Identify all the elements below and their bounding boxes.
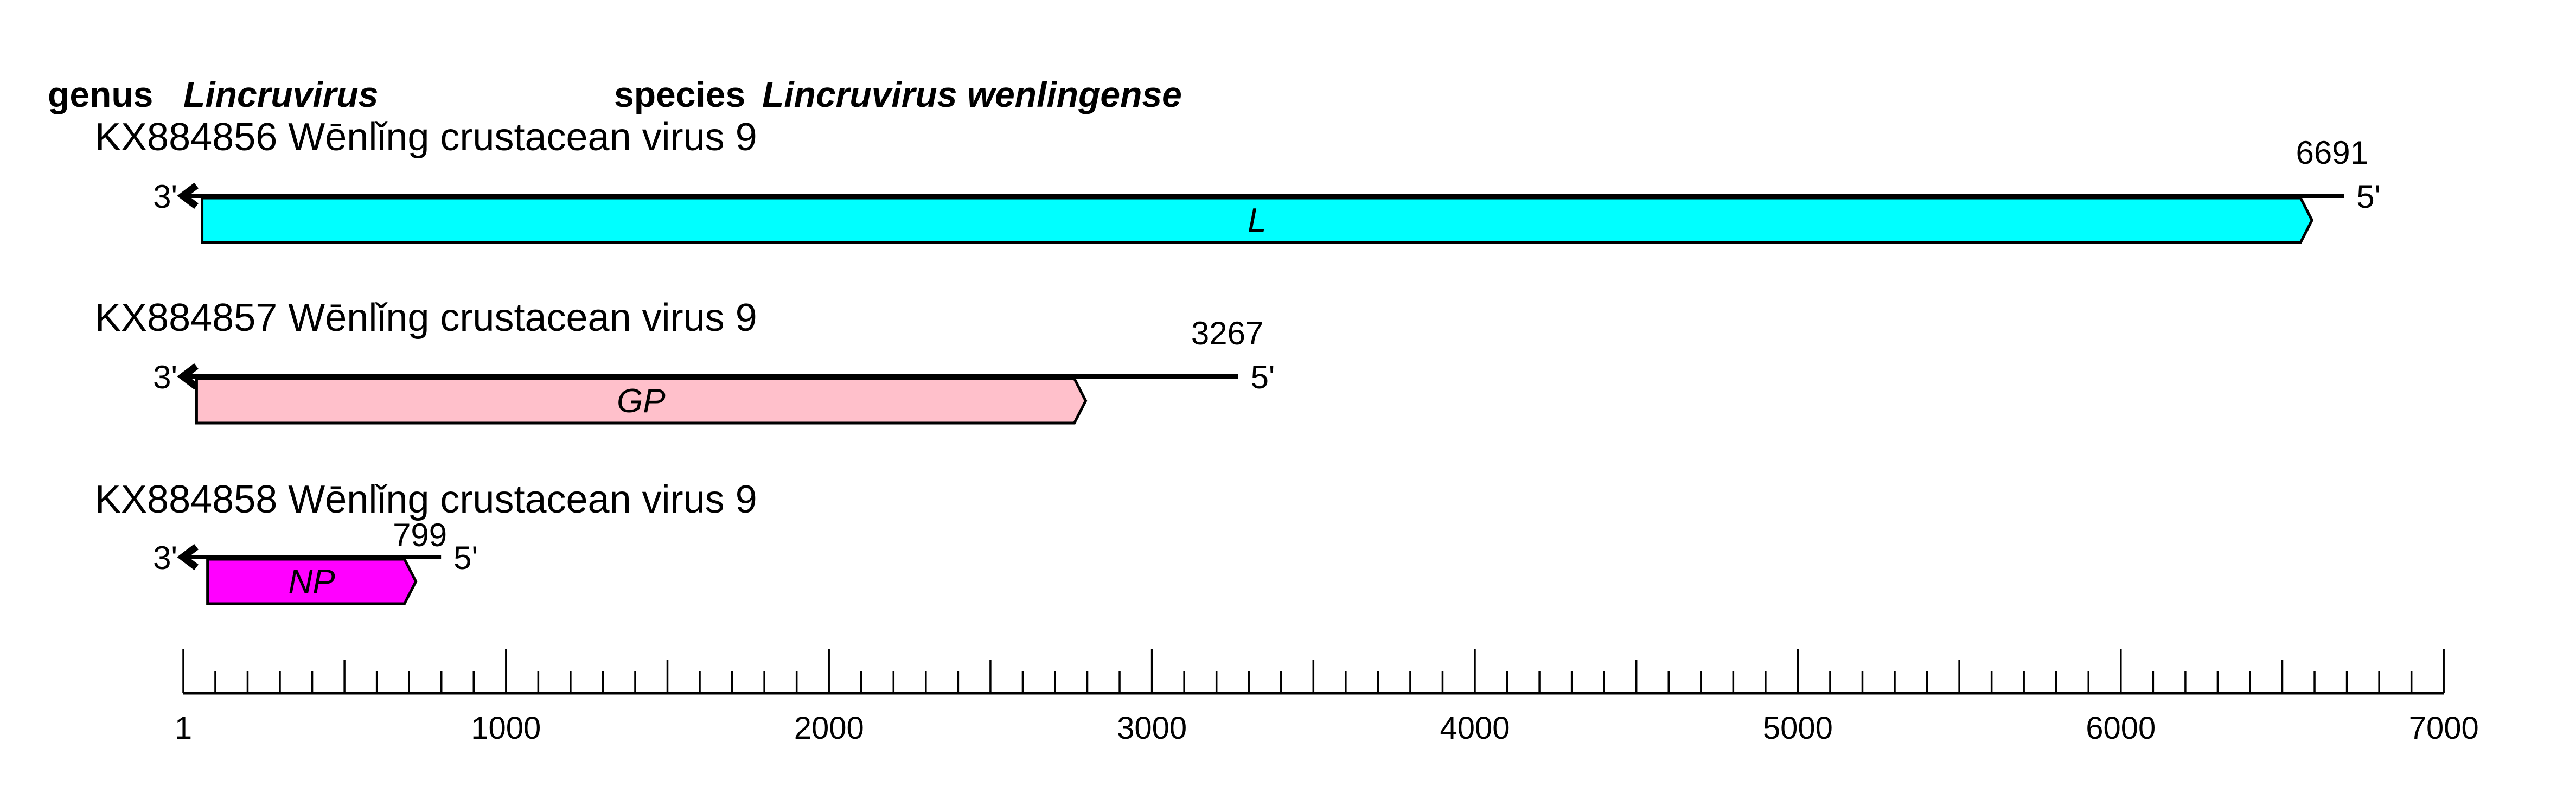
ruler-tick-label: 3000	[1117, 711, 1187, 746]
scale-ruler: 1 1000 2000 3000 4000 5000 6000 7000	[175, 649, 2479, 746]
gene-arrow	[206, 558, 418, 605]
three-prime-arrow-icon	[177, 182, 199, 209]
five-prime-label: 5'	[1251, 359, 1275, 395]
segment-row: KX884858 Wēnlǐng crustacean virus 9 NP 799…	[95, 478, 757, 605]
segment-length: 3267	[1191, 315, 1263, 351]
five-prime-label: 5'	[2356, 178, 2381, 215]
segment-title: KX884857 Wēnlǐng crustacean virus 9	[95, 296, 757, 340]
gene-arrow	[195, 377, 1088, 425]
ruler-tick-label: 6000	[2086, 711, 2156, 746]
ruler-tick-label: 5000	[1763, 711, 1833, 746]
header: genus Lincruvirus species Lincruvirus we…	[48, 74, 1182, 114]
species-name: Lincruvirus wenlingense	[762, 74, 1182, 114]
ruler-tick-label: 1	[175, 711, 192, 746]
species-label: species	[614, 74, 745, 114]
gene-label: L	[1248, 202, 1266, 239]
five-prime-label: 5'	[453, 540, 478, 576]
three-prime-arrow-icon	[177, 543, 199, 571]
segment-length: 799	[393, 517, 447, 553]
ruler-tick-label: 4000	[1440, 711, 1510, 746]
gene-arrow	[201, 196, 2314, 244]
genus-label: genus	[48, 74, 153, 114]
gene-label: GP	[617, 382, 666, 420]
segment-length: 6691	[2296, 135, 2368, 171]
segment-title: KX884858 Wēnlǐng crustacean virus 9	[95, 478, 757, 521]
ruler-tick-label: 7000	[2409, 711, 2479, 746]
ruler-tick-label: 2000	[794, 711, 864, 746]
segment-row: KX884857 Wēnlǐng crustacean virus 9 GP 326…	[95, 296, 1275, 425]
gene-label: NP	[289, 563, 335, 600]
three-prime-label: 3'	[153, 178, 177, 215]
segments-layer: KX884856 Wēnlǐng crustacean virus 9 L 6691…	[95, 116, 2381, 605]
genus-name: Lincruvirus	[183, 74, 378, 114]
ruler-tick-label: 1000	[471, 711, 541, 746]
three-prime-arrow-icon	[177, 363, 199, 390]
segment-row: KX884856 Wēnlǐng crustacean virus 9 L 6691…	[95, 116, 2381, 244]
three-prime-label: 3'	[153, 540, 177, 576]
three-prime-label: 3'	[153, 359, 177, 395]
segment-title: KX884856 Wēnlǐng crustacean virus 9	[95, 116, 757, 159]
